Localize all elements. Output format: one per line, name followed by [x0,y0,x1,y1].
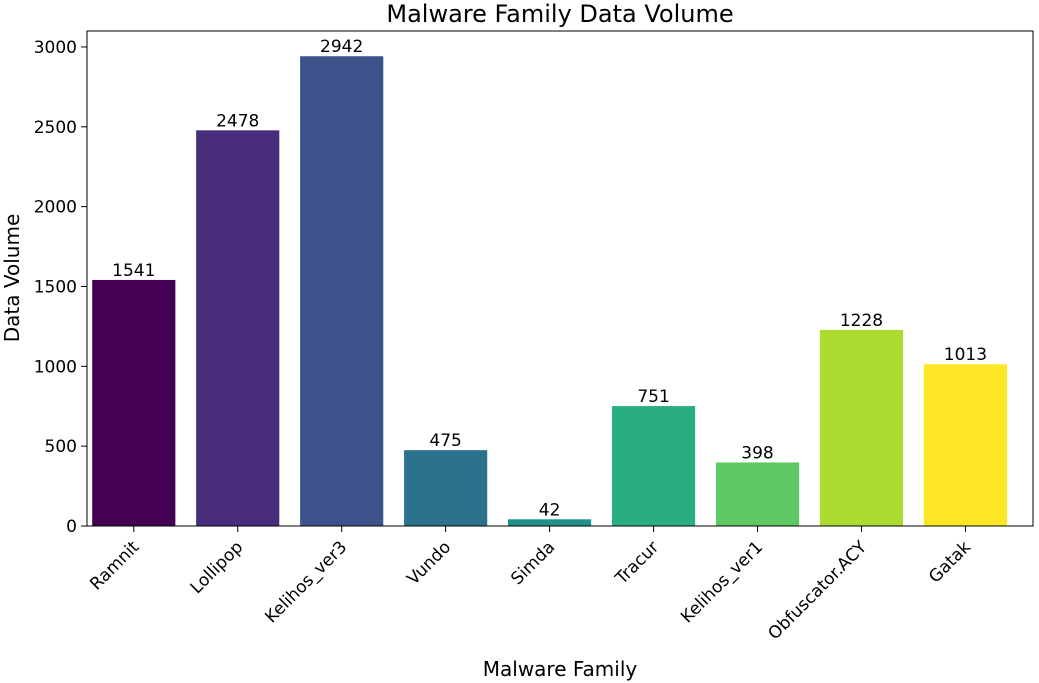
bar-simda [508,519,592,526]
bar-value-label: 1013 [944,345,987,365]
y-tick-label: 0 [66,517,77,537]
bar-value-label: 751 [637,387,669,407]
y-tick-label: 500 [45,437,77,457]
bar-tracur [611,406,696,526]
x-tick-label: Tracur [611,537,663,589]
x-tick-label: Ramnit [86,537,143,594]
y-tick-label: 2000 [34,198,77,218]
bar-value-label: 475 [429,431,461,451]
y-axis: 0 500 1000 1500 2000 2500 3000 [34,38,87,537]
x-tick-label: Gatak [925,537,975,587]
bar-value-label: 2478 [216,111,259,131]
x-axis-label: Malware Family [483,657,638,681]
y-tick-label: 1500 [34,277,77,297]
x-tick-label: Lollipop [187,537,248,598]
x-tick-label: Vundo [403,537,455,589]
bar-kelihos-ver3 [300,56,384,526]
y-axis-label: Data Volume [0,214,24,343]
bar-gatak [923,364,1008,526]
bar-value-label: 1541 [112,261,155,281]
y-tick-label: 1000 [34,357,77,377]
x-tick-label: Kelihos_ver1 [677,537,767,627]
bar-value-label: 2942 [320,37,363,57]
bar-value-label: 42 [539,500,561,520]
bar-ramnit [92,279,176,526]
bar-obfuscator-acy [819,329,904,526]
bar-lollipop [196,130,280,527]
bars: 1541 2478 2942 475 42 751 398 1228 1013 [92,37,1008,527]
y-tick-label: 3000 [34,38,77,58]
chart-title: Malware Family Data Volume [386,0,733,28]
bar-kelihos-ver1 [715,462,800,526]
x-tick-label: Kelihos_ver3 [261,537,351,627]
bar-vundo [404,450,488,526]
x-axis: Ramnit Lollipop Kelihos_ver3 Vundo Simda Trac… [86,526,975,644]
x-tick-label: Obfuscator.ACY [764,537,871,644]
x-tick-label: Simda [507,537,559,589]
bar-value-label: 398 [741,443,773,463]
bar-value-label: 1228 [840,311,883,331]
plot-frame [86,30,1034,527]
y-tick-label: 2500 [34,118,77,138]
